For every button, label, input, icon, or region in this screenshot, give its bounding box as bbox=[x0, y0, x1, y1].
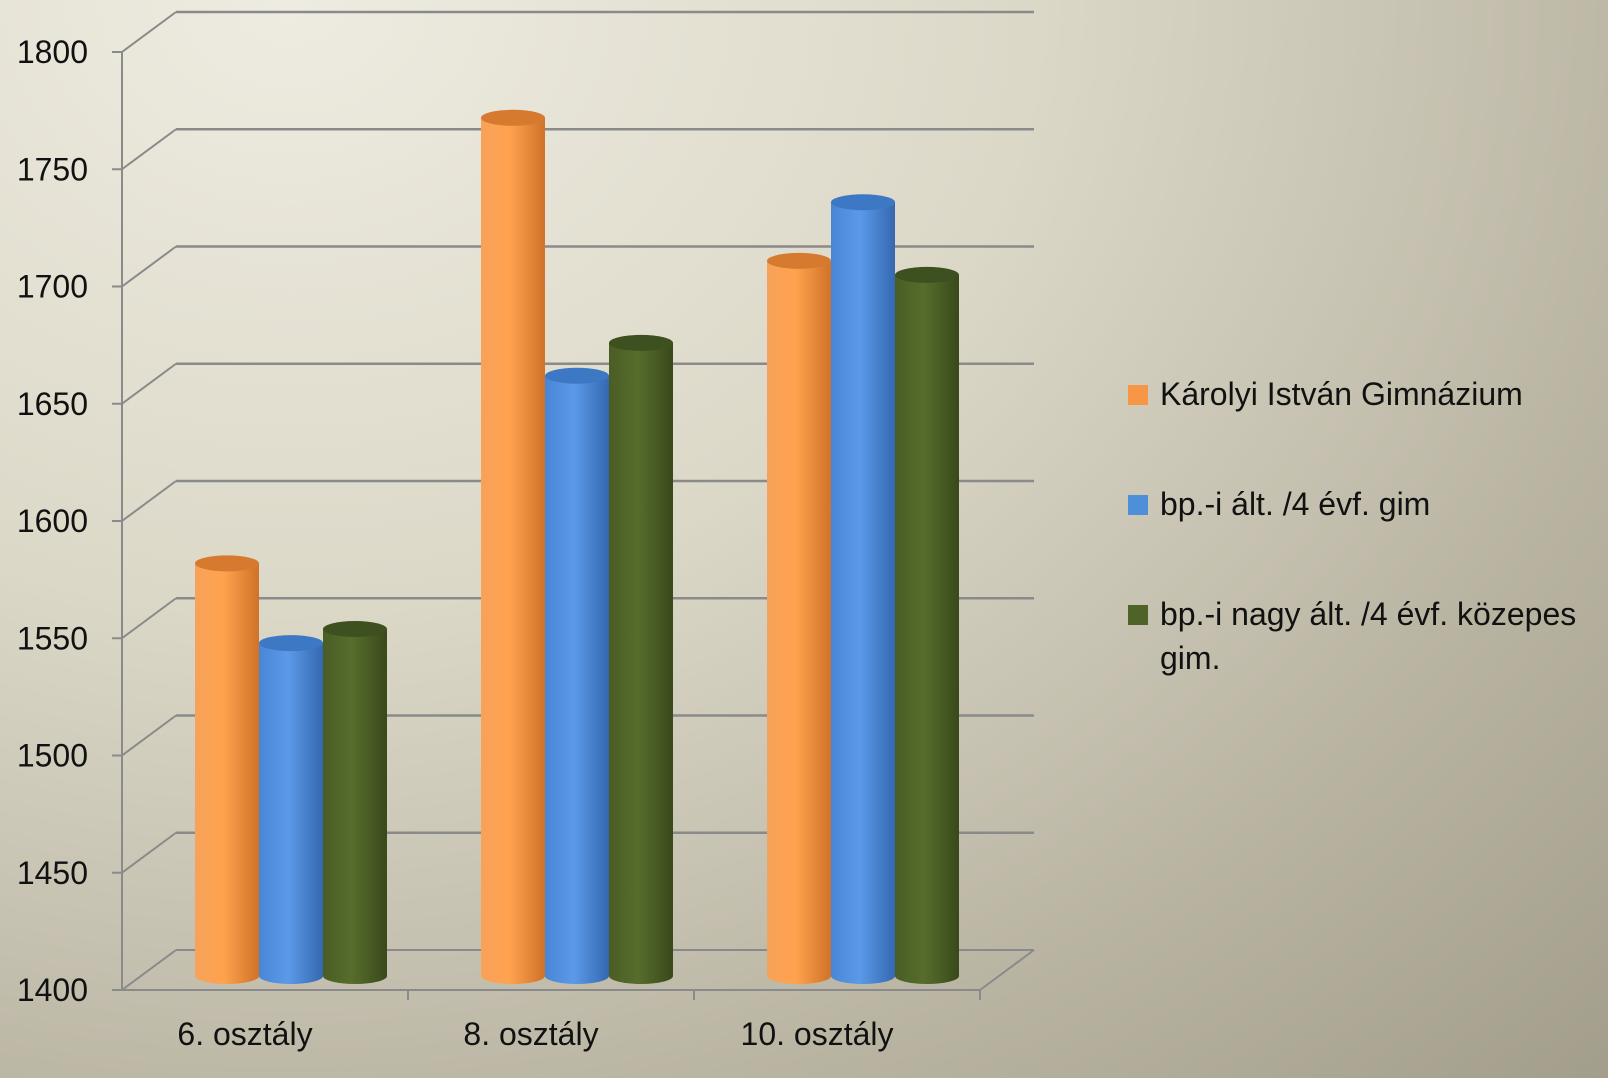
bar-cap bbox=[259, 635, 323, 652]
legend-label-1: Károlyi István Gimnázium bbox=[1160, 376, 1523, 412]
bar bbox=[609, 334, 673, 984]
gridline-diagonal bbox=[121, 949, 177, 991]
bar-cap bbox=[545, 367, 609, 384]
bars bbox=[195, 109, 959, 985]
legend-label-2: bp.-i ált. /4 évf. gim bbox=[1160, 486, 1431, 522]
y-tick-label: 1500 bbox=[17, 738, 88, 774]
y-tick-label: 1700 bbox=[17, 269, 88, 305]
bar-cap bbox=[767, 252, 831, 269]
bar-body bbox=[259, 643, 323, 984]
gridline-diagonal bbox=[121, 11, 177, 53]
legend-swatch-3 bbox=[1128, 605, 1148, 625]
gridline-diagonal bbox=[121, 362, 177, 405]
gridline-diagonal bbox=[121, 245, 177, 288]
legend: Károlyi István Gimnázium bp.-i ált. /4 é… bbox=[1128, 372, 1598, 746]
bar-body bbox=[767, 260, 831, 985]
y-tick-label: 1450 bbox=[17, 855, 88, 891]
bar bbox=[481, 109, 545, 985]
bar bbox=[195, 555, 259, 984]
bar-body bbox=[195, 563, 259, 984]
bar-cap bbox=[195, 555, 259, 572]
bar-body bbox=[895, 274, 959, 984]
y-tick-label: 1750 bbox=[17, 151, 88, 187]
legend-item-1: Károlyi István Gimnázium bbox=[1128, 372, 1598, 416]
legend-swatch-2 bbox=[1128, 495, 1148, 515]
bar-body bbox=[481, 117, 545, 985]
bar-body bbox=[323, 629, 387, 984]
bar-cap bbox=[831, 194, 895, 211]
gridline-diagonal bbox=[121, 128, 177, 171]
legend-swatch-1 bbox=[1128, 385, 1148, 405]
gridline-diagonal bbox=[121, 480, 177, 522]
bar-cap bbox=[895, 266, 959, 283]
gridline-diagonal bbox=[121, 831, 177, 874]
bar-cap bbox=[609, 334, 673, 351]
gridline-diagonal bbox=[121, 714, 177, 757]
bar bbox=[831, 194, 895, 985]
bar bbox=[767, 252, 831, 985]
floor-right-edge bbox=[979, 949, 1035, 991]
y-tick-label: 1650 bbox=[17, 386, 88, 422]
bar-body bbox=[545, 375, 609, 984]
bar-cap bbox=[323, 621, 387, 638]
legend-label-3: bp.-i nagy ált. /4 évf. közepes gim. bbox=[1160, 596, 1577, 676]
bar-body bbox=[609, 342, 673, 984]
axis-labels: 1400 1450 1500 1550 1600 1650 1700 1750 1800 6. o… bbox=[17, 34, 894, 1052]
bar-body bbox=[831, 202, 895, 985]
y-tick-label: 1550 bbox=[17, 620, 88, 656]
y-tick-label: 1800 bbox=[17, 34, 88, 70]
bar bbox=[545, 367, 609, 984]
legend-item-3: bp.-i nagy ált. /4 évf. közepes gim. bbox=[1128, 592, 1598, 680]
y-tick-label: 1600 bbox=[17, 503, 88, 539]
x-category-label: 10. osztály bbox=[741, 1016, 894, 1052]
bar bbox=[895, 266, 959, 984]
x-category-label: 6. osztály bbox=[177, 1016, 312, 1052]
bar bbox=[259, 635, 323, 984]
bar-cap bbox=[481, 109, 545, 126]
x-category-label: 8. osztály bbox=[463, 1016, 598, 1052]
y-tick-label: 1400 bbox=[17, 972, 88, 1008]
bar bbox=[323, 621, 387, 984]
legend-item-2: bp.-i ált. /4 évf. gim bbox=[1128, 482, 1598, 526]
gridline-diagonal bbox=[121, 597, 177, 640]
